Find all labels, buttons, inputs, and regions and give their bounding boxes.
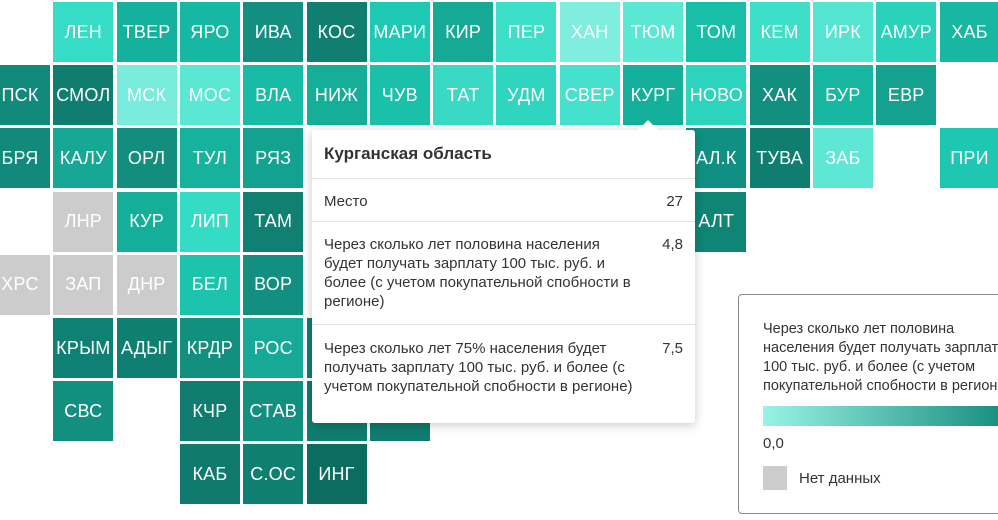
region-tile-тюм[interactable]: ТЮМ	[623, 2, 683, 62]
tooltip-row-rank: Место 27	[312, 179, 695, 222]
legend-nodata-label: Нет данных	[799, 470, 881, 487]
region-tile-том[interactable]: ТОМ	[686, 2, 747, 62]
region-tile-кем[interactable]: КЕМ	[749, 2, 810, 62]
region-tile-удм[interactable]: УДМ	[496, 65, 557, 126]
legend-title: Через сколько лет половина населения буд…	[763, 321, 998, 394]
tooltip-label: Через сколько лет 75% населения будет по…	[324, 340, 633, 395]
tooltip-value: 4,8	[662, 236, 683, 253]
region-tile-ряз[interactable]: РЯЗ	[243, 128, 304, 189]
region-tile-днр[interactable]: ДНР	[116, 254, 177, 315]
region-tile-алт[interactable]: АЛТ	[686, 191, 747, 252]
legend-nodata-swatch	[763, 466, 787, 490]
region-tile-лнр[interactable]: ЛНР	[53, 191, 114, 252]
tooltip-label: Через сколько лет половина населения буд…	[324, 236, 631, 310]
tooltip-value: 27	[666, 193, 683, 210]
legend-gradient-bar	[763, 406, 998, 426]
region-tile-там[interactable]: ТАМ	[243, 191, 304, 252]
region-tile-амур[interactable]: АМУР	[876, 2, 937, 62]
region-tile-крым[interactable]: КРЫМ	[53, 318, 114, 378]
region-tile-тат[interactable]: ТАТ	[433, 65, 494, 126]
region-tile-ново[interactable]: НОВО	[686, 65, 747, 126]
region-tile-каб[interactable]: КАБ	[179, 444, 240, 505]
map-legend: Через сколько лет половина населения буд…	[738, 294, 998, 514]
region-tile-адыг[interactable]: АДЫГ	[116, 318, 177, 378]
region-tile-хрс[interactable]: ХРС	[0, 254, 50, 315]
region-tile-бря[interactable]: БРЯ	[0, 128, 50, 189]
region-tile-свер[interactable]: СВЕР	[559, 65, 620, 126]
region-tile-кург[interactable]: КУРГ	[623, 65, 683, 126]
region-tile-крдр[interactable]: КРДР	[179, 318, 240, 378]
region-tile-зап[interactable]: ЗАП	[53, 254, 114, 315]
region-tile-кир[interactable]: КИР	[433, 2, 494, 62]
region-tile-кур[interactable]: КУР	[116, 191, 177, 252]
region-tile-при[interactable]: ПРИ	[939, 128, 998, 189]
region-tile-инг[interactable]: ИНГ	[306, 444, 367, 505]
region-tile-свс[interactable]: СВС	[53, 381, 114, 442]
region-tile-смол[interactable]: СМОЛ	[53, 65, 114, 126]
region-tooltip: Курганская область Место 27 Через скольк…	[312, 120, 695, 423]
region-tile-мари[interactable]: МАРИ	[369, 2, 430, 62]
region-tile-кос[interactable]: КОС	[306, 2, 367, 62]
region-tile-яро[interactable]: ЯРО	[179, 2, 240, 62]
tooltip-row-75-population: Через сколько лет 75% населения будет по…	[312, 325, 695, 421]
region-tile-кчр[interactable]: КЧР	[179, 381, 240, 442]
region-tile-с.ос[interactable]: С.ОС	[243, 444, 304, 505]
region-tile-чув[interactable]: ЧУВ	[369, 65, 430, 126]
region-tile-тува[interactable]: ТУВА	[749, 128, 810, 189]
tooltip-value: 7,5	[662, 340, 683, 357]
region-tile-мск[interactable]: МСК	[116, 65, 177, 126]
region-tile-пер[interactable]: ПЕР	[496, 2, 557, 62]
region-tile-хак[interactable]: ХАК	[749, 65, 810, 126]
tooltip-arrow	[638, 120, 658, 130]
region-tile-тул[interactable]: ТУЛ	[179, 128, 240, 189]
region-tile-лен[interactable]: ЛЕН	[53, 2, 114, 62]
region-tile-пск[interactable]: ПСК	[0, 65, 50, 126]
region-tile-хан[interactable]: ХАН	[559, 2, 620, 62]
region-tile-твер[interactable]: ТВЕР	[116, 2, 177, 62]
region-tile-бел[interactable]: БЕЛ	[179, 254, 240, 315]
region-tile-став[interactable]: СТАВ	[243, 381, 304, 442]
region-tile-ива[interactable]: ИВА	[243, 2, 304, 62]
tooltip-row-half-population: Через сколько лет половина населения буд…	[312, 222, 695, 325]
region-tile-ирк[interactable]: ИРК	[812, 2, 873, 62]
region-tile-орл[interactable]: ОРЛ	[116, 128, 177, 189]
region-tile-калу[interactable]: КАЛУ	[53, 128, 114, 189]
region-tile-бур[interactable]: БУР	[812, 65, 873, 126]
region-tile-ниж[interactable]: НИЖ	[306, 65, 367, 126]
region-tile-ал.к[interactable]: АЛ.К	[686, 128, 747, 189]
tooltip-title: Курганская область	[312, 130, 695, 179]
region-tile-хаб[interactable]: ХАБ	[939, 2, 998, 62]
region-tile-вор[interactable]: ВОР	[243, 254, 304, 315]
legend-min-label: 0,0	[763, 435, 784, 452]
region-tile-рос[interactable]: РОС	[243, 318, 304, 378]
tooltip-label: Место	[324, 193, 368, 210]
region-tile-евр[interactable]: ЕВР	[876, 65, 937, 126]
region-tile-мос[interactable]: МОС	[179, 65, 240, 126]
region-tile-заб[interactable]: ЗАБ	[812, 128, 873, 189]
region-tile-лип[interactable]: ЛИП	[179, 191, 240, 252]
region-tile-вла[interactable]: ВЛА	[243, 65, 304, 126]
